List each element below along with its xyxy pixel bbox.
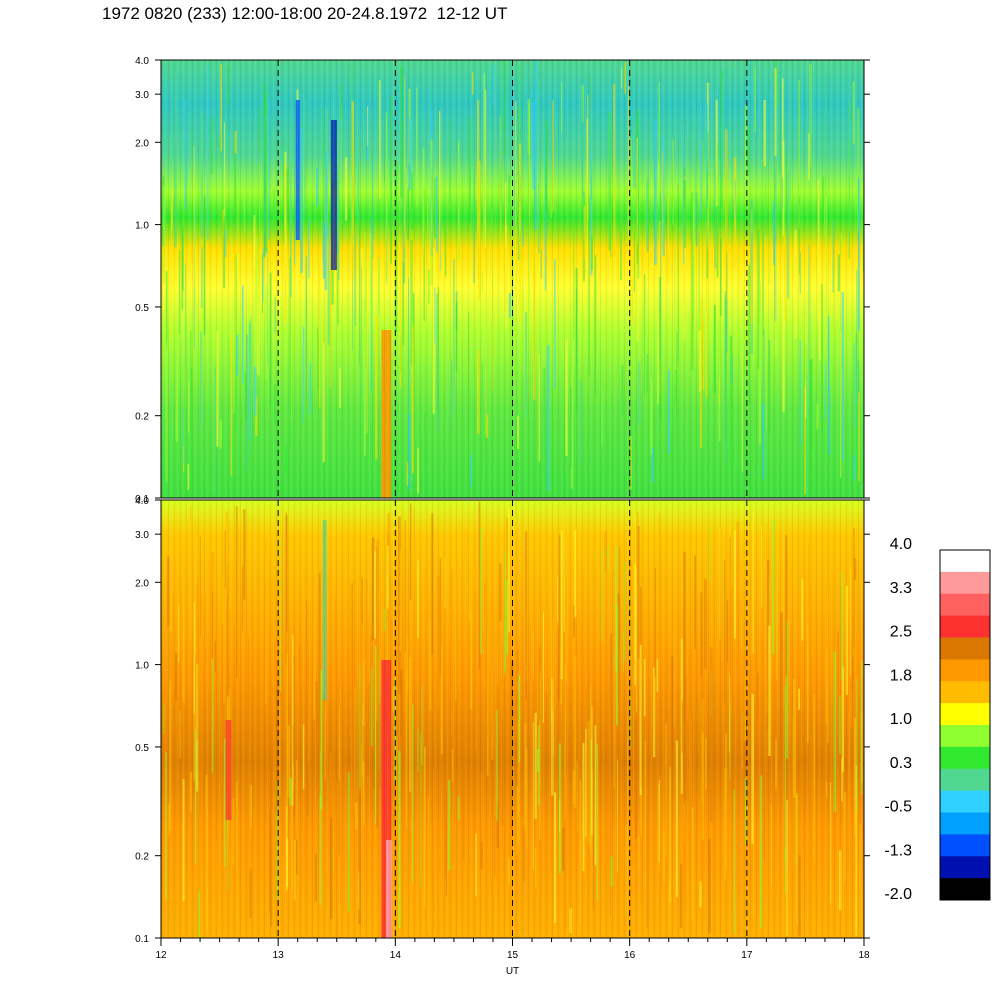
colorbar-swatch (940, 637, 990, 660)
colorbar-swatch (940, 878, 990, 901)
colorbar-swatch (940, 615, 990, 638)
colorbar-swatch (940, 725, 990, 748)
x-tick-label: 18 (858, 950, 870, 961)
colorbar-swatch (940, 550, 990, 573)
colorbar-swatch (940, 571, 990, 595)
colorbar-swatch (940, 812, 990, 835)
x-axis-label: UT (506, 966, 519, 977)
colorbar-label: -2.0 (884, 886, 912, 903)
y-tick-label: 3.0 (135, 530, 149, 541)
y-tick-label: 2.0 (135, 578, 149, 589)
colorbar-label: 4.0 (890, 536, 912, 553)
y-tick-label: 4.0 (135, 56, 149, 67)
colorbar-label: 1.0 (890, 711, 912, 728)
y-tick-label: 3.0 (135, 90, 149, 101)
colorbar-swatch (940, 746, 990, 770)
y-tick-label: 4.0 (135, 496, 149, 507)
colorbar-swatch (940, 790, 990, 813)
colorbar-swatch (940, 659, 990, 682)
x-axis: 12 13 14 15 16 17 18 UT (155, 937, 870, 977)
y-tick-label: 0.5 (135, 743, 149, 754)
y-tick-label: 0.2 (135, 852, 149, 863)
x-tick-label: 12 (155, 950, 167, 961)
colorbar-swatch (940, 681, 990, 704)
x-tick-label: 14 (390, 950, 402, 961)
x-tick-label: 15 (507, 950, 519, 961)
x-tick-label: 13 (273, 950, 285, 961)
y-tick-label: 0.2 (135, 412, 149, 423)
y-axes: 0.10.20.51.02.03.04.00.10.20.51.02.03.04… (135, 56, 870, 945)
colorbar-swatch (940, 593, 990, 617)
colorbar-label: -0.5 (884, 799, 912, 816)
colorbar-label: 3.3 (890, 580, 912, 597)
y-tick-label: 0.1 (135, 934, 149, 945)
y-tick-label: 0.1 (135, 494, 149, 505)
x-tick-label: 17 (741, 950, 753, 961)
colorbar-swatch (940, 768, 990, 792)
colorbar-swatch (940, 834, 990, 857)
colorbar: 4.0 3.3 2.5 1.8 1.0 0.3 -0.5 -1.3 -2.0 (884, 536, 991, 903)
y-tick-label: 1.0 (135, 661, 149, 672)
colorbar-swatch (940, 703, 990, 726)
chart-title: 1972 0820 (233) 12:00-18:00 20-24.8.1972… (102, 4, 508, 23)
y-tick-label: 0.5 (135, 303, 149, 314)
colorbar-frame (939, 549, 991, 901)
colorbar-swatch (940, 856, 990, 879)
colorbar-label: 0.3 (890, 755, 912, 772)
x-tick-label: 16 (624, 950, 636, 961)
colorbar-label: -1.3 (884, 842, 912, 859)
colorbar-label: 2.5 (890, 624, 912, 641)
colorbar-label: 1.8 (890, 667, 912, 684)
hour-dashed-lines (277, 60, 748, 938)
y-tick-label: 2.0 (135, 138, 149, 149)
y-tick-label: 1.0 (135, 221, 149, 232)
